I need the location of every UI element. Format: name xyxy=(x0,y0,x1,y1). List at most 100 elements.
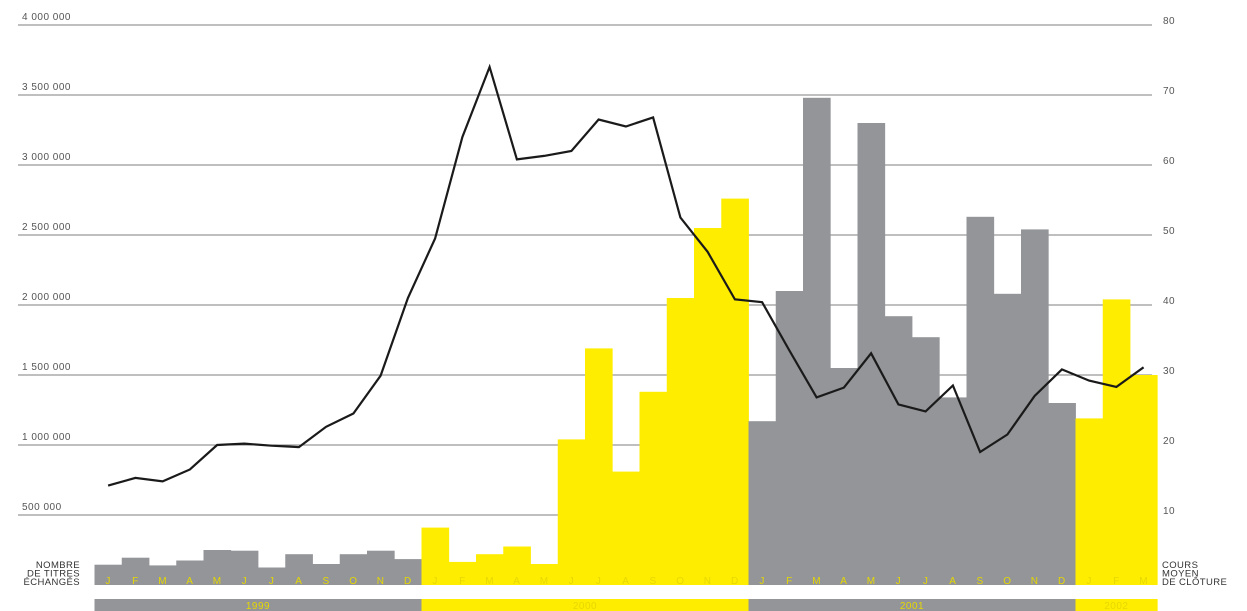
left-axis-title-line: DE TITRES xyxy=(27,569,80,580)
price-line xyxy=(107,63,1145,487)
volume-bar-14 xyxy=(448,561,477,585)
volume-bar-5 xyxy=(203,550,232,585)
month-label-37: J xyxy=(1086,576,1092,587)
year-label-2002: 2002 xyxy=(1104,601,1128,611)
month-label-35: N xyxy=(1031,576,1039,587)
month-label-1: J xyxy=(105,576,111,587)
volume-bar-27 xyxy=(803,97,831,586)
month-label-36: D xyxy=(1058,576,1066,587)
volume-bar-4 xyxy=(176,560,204,585)
volume-bar-12 xyxy=(394,559,422,585)
year-band: 1999 2000 2001 2002 xyxy=(94,599,1158,611)
left-tick-label: 1 500 000 xyxy=(22,362,71,373)
month-label-34: O xyxy=(1003,576,1011,587)
right-axis-title-line: MOYEN xyxy=(1162,569,1199,580)
volume-bar-9 xyxy=(312,564,341,585)
left-axis-title-line: NOMBRE xyxy=(36,560,80,571)
month-label-38: F xyxy=(1113,576,1120,587)
right-tick-label: 10 xyxy=(1163,506,1175,517)
month-label-20: A xyxy=(622,576,629,587)
volume-bar-36 xyxy=(1048,403,1076,585)
month-label-18: J xyxy=(569,576,575,587)
volume-bar-39 xyxy=(1130,375,1158,585)
volume-bar-15 xyxy=(476,554,504,585)
volume-bar-22 xyxy=(666,298,695,585)
left-tick-label: 3 000 000 xyxy=(22,152,71,163)
right-axis-title-line: COURS xyxy=(1162,560,1198,571)
month-label-2: F xyxy=(132,576,139,587)
volume-bar-8 xyxy=(285,554,313,585)
volume-bar-32 xyxy=(939,397,967,585)
volume-bar-37 xyxy=(1075,418,1104,585)
volume-bar-25 xyxy=(748,421,777,585)
right-tick-label: 80 xyxy=(1163,16,1175,27)
volume-bar-11 xyxy=(367,550,395,585)
month-label-15: M xyxy=(485,576,494,587)
volume-bar-38 xyxy=(1102,299,1131,585)
month-label-31: J xyxy=(923,576,929,587)
volume-bar-3 xyxy=(149,565,177,585)
year-bar-2000 xyxy=(421,599,749,611)
bar-series xyxy=(94,97,1158,586)
right-tick-label: 70 xyxy=(1163,86,1175,97)
month-label-23: N xyxy=(704,576,712,587)
left-tick-label: 500 000 xyxy=(22,502,62,513)
volume-bar-21 xyxy=(639,391,668,585)
month-label-30: J xyxy=(896,576,902,587)
volume-bar-1 xyxy=(94,564,123,585)
volume-bar-24 xyxy=(721,198,749,585)
month-label-4: A xyxy=(186,576,193,587)
volume-bar-13 xyxy=(421,527,450,585)
volume-bar-17 xyxy=(530,564,559,585)
month-label-19: J xyxy=(596,576,602,587)
right-tick-label: 20 xyxy=(1163,436,1175,447)
right-tick-label: 40 xyxy=(1163,296,1175,307)
volume-bar-31 xyxy=(912,337,940,585)
volume-bar-30 xyxy=(884,316,913,585)
volume-bar-35 xyxy=(1021,229,1049,585)
month-label-5: M xyxy=(213,576,222,587)
volume-bar-28 xyxy=(830,368,858,585)
left-tick-label: 3 500 000 xyxy=(22,82,71,93)
month-label-9: S xyxy=(323,576,330,587)
left-tick-label: 2 500 000 xyxy=(22,222,71,233)
right-tick-label: 60 xyxy=(1163,156,1175,167)
left-tick-label: 1 000 000 xyxy=(22,432,71,443)
right-axis-ticks: 10 20 30 40 50 60 70 80 xyxy=(1163,16,1175,517)
month-label-17: M xyxy=(540,576,549,587)
month-label-13: J xyxy=(432,576,438,587)
right-axis-title-line: DE CLÔTURE xyxy=(1162,577,1227,588)
month-label-10: O xyxy=(349,576,357,587)
month-label-21: S xyxy=(650,576,657,587)
month-label-28: A xyxy=(840,576,847,587)
month-label-33: S xyxy=(977,576,984,587)
month-label-16: A xyxy=(513,576,520,587)
month-label-3: M xyxy=(158,576,167,587)
volume-bar-33 xyxy=(966,216,995,586)
year-label-2001: 2001 xyxy=(900,601,924,611)
month-label-22: O xyxy=(676,576,684,587)
volume-bar-19 xyxy=(585,348,613,585)
right-tick-label: 30 xyxy=(1163,366,1175,377)
volume-bar-23 xyxy=(694,228,722,585)
left-tick-label: 4 000 000 xyxy=(22,12,71,23)
volume-bar-7 xyxy=(258,567,286,585)
month-label-7: J xyxy=(269,576,275,587)
right-tick-label: 50 xyxy=(1163,226,1175,237)
month-label-24: D xyxy=(731,576,739,587)
month-label-11: N xyxy=(377,576,385,587)
volume-bar-10 xyxy=(339,554,368,585)
month-label-12: D xyxy=(404,576,412,587)
month-label-32: A xyxy=(949,576,956,587)
year-bar-2001 xyxy=(748,599,1076,611)
left-tick-label: 2 000 000 xyxy=(22,292,71,303)
month-label-14: F xyxy=(459,576,466,587)
volume-bar-2 xyxy=(121,557,150,585)
month-label-8: A xyxy=(295,576,302,587)
month-label-29: M xyxy=(867,576,876,587)
price-line-series xyxy=(107,63,1145,487)
left-axis-ticks: 500 000 1 000 000 1 500 000 2 000 000 2 500 … xyxy=(22,12,71,513)
